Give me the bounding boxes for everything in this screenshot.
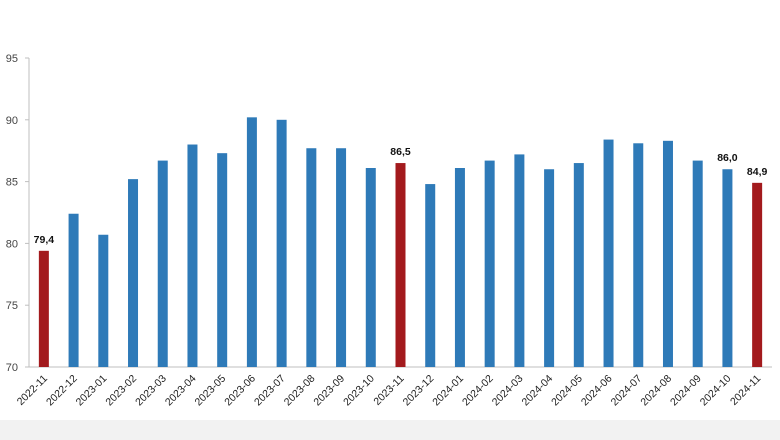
data-label-2022-11: 79,4 xyxy=(34,234,55,246)
bar-2023-10 xyxy=(365,168,376,367)
x-tick-label: 2024-02 xyxy=(460,373,496,409)
x-axis-band xyxy=(0,420,780,440)
bar-2023-08 xyxy=(306,148,317,367)
x-tick-label: 2024-11 xyxy=(728,373,763,408)
bar-2024-05 xyxy=(573,163,584,367)
y-tick-label: 85 xyxy=(6,177,18,189)
x-tick-label: 2024-05 xyxy=(549,373,585,409)
x-tick-label: 2024-09 xyxy=(668,373,704,409)
x-tick-label: 2023-09 xyxy=(311,373,347,409)
bar-2022-12 xyxy=(68,213,79,367)
bar-2023-03 xyxy=(157,160,168,367)
x-tick-label: 2023-01 xyxy=(74,373,110,409)
data-label-2024-10: 86,0 xyxy=(717,152,738,164)
x-tick-label: 2023-02 xyxy=(103,373,139,409)
x-tick-label: 2024-01 xyxy=(430,373,466,409)
bar-2022-11 xyxy=(38,250,49,367)
x-tick-label: 2022-11 xyxy=(15,373,50,408)
y-tick-label: 75 xyxy=(6,300,18,312)
x-tick-label: 2024-07 xyxy=(609,373,645,409)
bar-2024-10 xyxy=(722,169,733,367)
x-tick-label: 2023-03 xyxy=(133,373,169,409)
x-tick-label: 2023-06 xyxy=(222,373,258,409)
bar-2024-09 xyxy=(692,160,703,367)
bar-2023-09 xyxy=(336,148,347,367)
bar-2023-12 xyxy=(425,184,436,367)
bar-2024-01 xyxy=(454,168,465,367)
x-tick-label: 2023-07 xyxy=(252,373,288,409)
x-tick-label: 2023-04 xyxy=(163,373,199,409)
bar-2024-02 xyxy=(484,160,495,367)
x-tick-label: 2022-12 xyxy=(44,373,80,409)
bar-2023-07 xyxy=(276,119,287,367)
x-tick-label: 2023-10 xyxy=(341,373,377,409)
bar-2023-11 xyxy=(395,163,406,367)
y-tick-label: 70 xyxy=(6,362,18,374)
x-tick-label: 2024-08 xyxy=(638,373,674,409)
data-label-2024-11: 84,9 xyxy=(747,166,768,178)
x-tick-label: 2023-08 xyxy=(282,373,318,409)
y-tick-label: 90 xyxy=(6,115,18,127)
data-label-2023-11: 86,5 xyxy=(390,146,411,158)
x-tick-label: 2023-05 xyxy=(193,373,229,409)
bar-2023-06 xyxy=(246,117,257,367)
y-tick-label: 80 xyxy=(6,238,18,250)
x-tick-label: 2024-06 xyxy=(579,373,615,409)
bar-2024-06 xyxy=(603,139,614,367)
bar-2023-01 xyxy=(98,234,109,367)
bar-2024-07 xyxy=(633,143,644,367)
y-tick-label: 95 xyxy=(6,53,18,65)
bar-2023-04 xyxy=(187,144,198,367)
bar-2024-03 xyxy=(514,154,525,367)
bar-2024-04 xyxy=(544,169,555,367)
x-tick-label: 2024-03 xyxy=(490,373,526,409)
bar-2023-05 xyxy=(217,153,228,367)
bar-2024-08 xyxy=(662,140,673,367)
bar-2023-02 xyxy=(128,179,139,367)
bar-2024-11 xyxy=(752,182,763,367)
x-tick-label: 2024-10 xyxy=(698,373,734,409)
x-tick-label: 2023-11 xyxy=(371,373,406,408)
x-tick-label: 2023-12 xyxy=(401,373,437,409)
x-tick-label: 2024-04 xyxy=(519,373,555,409)
